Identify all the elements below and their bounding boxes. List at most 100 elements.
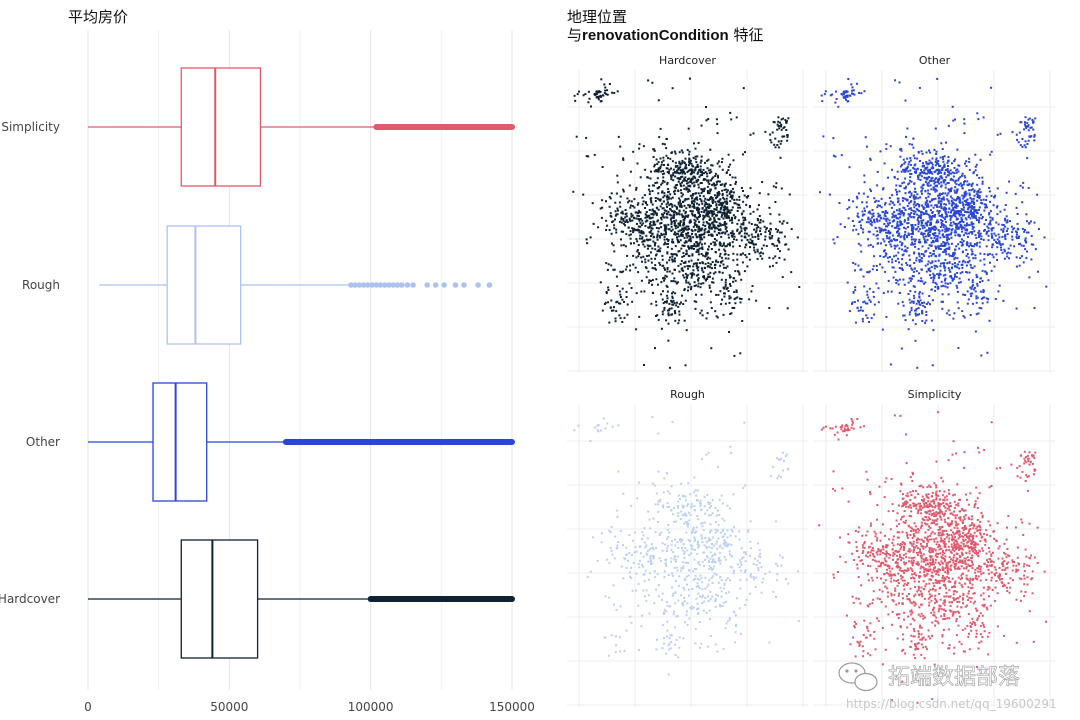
map-point bbox=[947, 243, 950, 246]
map-point bbox=[930, 177, 933, 180]
box-rough bbox=[99, 225, 493, 345]
map-point bbox=[749, 133, 752, 136]
map-point bbox=[698, 242, 701, 245]
map-point bbox=[876, 170, 879, 173]
outlier-point bbox=[348, 282, 354, 288]
map-point bbox=[1005, 230, 1008, 232]
map-point bbox=[1033, 139, 1036, 142]
map-point bbox=[721, 536, 724, 538]
map-point bbox=[881, 266, 884, 269]
map-point bbox=[653, 602, 656, 605]
map-point bbox=[687, 286, 690, 289]
map-point bbox=[868, 210, 871, 213]
map-point bbox=[632, 229, 635, 232]
map-point bbox=[657, 245, 660, 248]
map-point bbox=[890, 290, 893, 293]
map-point bbox=[686, 187, 689, 190]
map-point bbox=[724, 231, 727, 234]
map-point bbox=[924, 306, 926, 309]
map-point bbox=[689, 544, 692, 547]
map-point bbox=[667, 523, 670, 526]
map-point bbox=[726, 206, 729, 209]
map-point bbox=[714, 208, 717, 211]
map-point bbox=[616, 174, 619, 177]
map-point bbox=[714, 561, 717, 564]
map-point bbox=[879, 229, 882, 232]
map-point bbox=[912, 203, 915, 206]
map-point bbox=[718, 203, 721, 206]
map-point bbox=[656, 177, 659, 180]
map-point bbox=[1022, 181, 1025, 184]
map-point bbox=[758, 215, 761, 217]
map-point bbox=[850, 83, 853, 86]
map-point bbox=[909, 207, 912, 210]
map-point bbox=[601, 309, 604, 312]
map-point bbox=[898, 232, 901, 235]
map-point bbox=[934, 181, 937, 184]
map-point bbox=[729, 184, 732, 186]
map-point bbox=[926, 229, 928, 232]
map-point bbox=[845, 95, 847, 98]
map-point bbox=[692, 526, 695, 529]
map-point bbox=[935, 221, 938, 224]
map-point bbox=[625, 553, 628, 556]
map-point bbox=[705, 251, 708, 254]
map-point bbox=[872, 291, 875, 293]
map-point bbox=[679, 169, 682, 172]
map-point bbox=[709, 271, 712, 274]
map-point bbox=[705, 106, 707, 108]
map-point bbox=[901, 197, 904, 200]
map-point bbox=[1014, 192, 1017, 195]
map-point bbox=[694, 147, 697, 150]
map-point bbox=[696, 262, 699, 265]
map-point bbox=[657, 318, 660, 321]
map-point bbox=[787, 248, 790, 251]
map-point bbox=[697, 607, 700, 610]
map-point bbox=[725, 200, 728, 203]
map-point bbox=[934, 164, 937, 167]
map-point bbox=[666, 538, 669, 541]
map-point bbox=[688, 247, 691, 250]
map-point bbox=[897, 217, 900, 220]
map-point bbox=[715, 514, 718, 517]
map-point bbox=[909, 213, 912, 216]
map-point bbox=[695, 265, 698, 268]
map-point bbox=[862, 192, 865, 195]
map-point bbox=[958, 235, 961, 238]
map-point bbox=[913, 242, 916, 245]
map-point bbox=[613, 92, 616, 94]
map-point bbox=[689, 493, 692, 496]
map-point bbox=[981, 182, 984, 185]
map-point bbox=[923, 206, 926, 209]
map-point bbox=[726, 544, 729, 547]
map-point bbox=[853, 301, 856, 303]
map-point bbox=[930, 188, 933, 191]
map-point bbox=[644, 258, 647, 261]
map-point bbox=[696, 248, 699, 251]
map-point bbox=[699, 215, 701, 218]
map-point bbox=[945, 141, 947, 144]
map-point bbox=[629, 237, 632, 240]
map-point bbox=[967, 278, 970, 281]
map-point bbox=[969, 217, 972, 220]
map-point bbox=[926, 182, 929, 185]
map-point bbox=[719, 198, 722, 201]
outlier-point bbox=[360, 282, 367, 288]
map-point bbox=[684, 217, 686, 220]
map-point bbox=[635, 292, 638, 295]
map-point bbox=[924, 235, 927, 238]
map-point bbox=[725, 202, 728, 205]
map-point bbox=[691, 210, 694, 213]
map-point bbox=[1011, 231, 1014, 234]
map-point bbox=[757, 569, 760, 572]
map-point bbox=[690, 287, 693, 290]
map-point bbox=[1023, 230, 1026, 233]
map-point bbox=[720, 256, 723, 259]
map-point bbox=[685, 531, 688, 534]
map-point bbox=[650, 251, 652, 254]
map-point bbox=[616, 90, 619, 93]
map-point bbox=[668, 213, 671, 216]
facet-rough: Rough bbox=[567, 388, 808, 707]
map-point bbox=[935, 150, 938, 153]
map-point bbox=[957, 177, 960, 180]
